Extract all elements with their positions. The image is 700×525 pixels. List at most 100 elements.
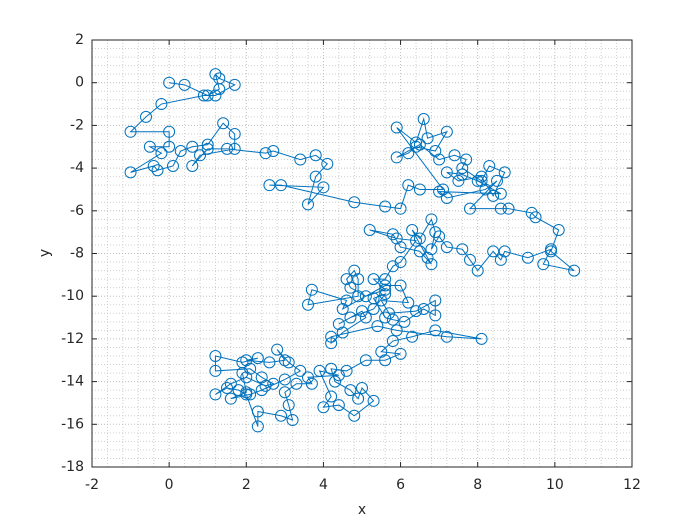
y-tick-label: 2 — [75, 32, 84, 48]
marker — [429, 145, 442, 158]
marker — [410, 305, 422, 318]
marker — [425, 243, 438, 256]
marker — [456, 162, 469, 175]
marker — [386, 228, 399, 241]
marker — [440, 241, 453, 254]
marker — [491, 174, 503, 187]
x-tick-label: 12 — [623, 477, 641, 493]
y-tick-label: -16 — [61, 416, 84, 432]
marker — [429, 294, 442, 307]
marker — [155, 147, 168, 160]
marker — [348, 409, 361, 422]
marker — [209, 349, 222, 362]
marker — [475, 174, 488, 187]
marker — [302, 198, 314, 211]
marker — [359, 290, 372, 303]
marker — [240, 354, 253, 367]
marker — [494, 187, 507, 200]
marker — [402, 179, 415, 192]
marker — [460, 153, 473, 166]
marker — [186, 159, 199, 172]
marker — [375, 345, 388, 358]
marker — [329, 375, 341, 388]
marker — [440, 191, 453, 204]
marker — [236, 367, 249, 380]
x-tick-label: 8 — [473, 477, 482, 493]
marker — [267, 377, 280, 390]
marker — [278, 373, 291, 386]
marker — [240, 371, 253, 384]
marker — [568, 264, 581, 277]
marker — [263, 179, 276, 192]
marker — [340, 294, 353, 307]
marker — [282, 356, 295, 369]
marker — [251, 420, 264, 433]
marker — [471, 174, 484, 187]
marker — [425, 258, 438, 271]
marker — [498, 166, 511, 179]
marker — [456, 168, 469, 181]
marker — [359, 311, 372, 324]
marker — [348, 196, 361, 209]
marker — [197, 89, 210, 102]
marker — [487, 189, 500, 202]
marker — [433, 230, 446, 243]
marker — [440, 330, 453, 343]
series-line — [129, 73, 575, 427]
marker — [194, 149, 206, 162]
marker — [325, 390, 338, 403]
marker — [271, 343, 284, 356]
marker — [371, 320, 384, 333]
marker — [317, 401, 330, 414]
x-tick-label: 2 — [242, 477, 251, 493]
marker — [379, 288, 392, 301]
marker — [259, 379, 272, 392]
marker — [124, 125, 137, 138]
marker — [406, 330, 419, 343]
marker — [352, 290, 365, 303]
marker — [413, 245, 426, 258]
marker — [163, 76, 176, 89]
marker — [221, 142, 233, 155]
marker — [147, 159, 160, 172]
y-tick-label: -8 — [70, 246, 84, 262]
marker — [344, 384, 357, 397]
marker — [305, 377, 318, 390]
marker — [140, 110, 152, 123]
marker — [217, 117, 230, 130]
marker — [379, 354, 392, 367]
marker — [251, 352, 264, 365]
marker — [464, 202, 476, 215]
marker — [317, 181, 330, 194]
marker — [359, 354, 372, 367]
marker — [475, 170, 488, 183]
marker — [525, 206, 538, 219]
marker — [475, 332, 488, 345]
marker — [302, 298, 314, 311]
y-tick-label: -10 — [61, 288, 84, 304]
marker — [379, 200, 392, 213]
marker — [429, 309, 442, 322]
marker — [537, 258, 550, 271]
marker — [232, 384, 245, 397]
marker — [386, 313, 399, 326]
marker — [201, 138, 214, 151]
marker — [255, 384, 268, 397]
marker — [186, 140, 199, 153]
marker — [429, 324, 442, 337]
marker — [344, 281, 357, 294]
marker — [398, 315, 411, 328]
marker — [263, 356, 276, 369]
y-tick-label: -6 — [70, 203, 84, 219]
marker — [487, 245, 500, 258]
marker — [521, 251, 534, 264]
x-tick-label: -2 — [85, 477, 99, 493]
marker — [228, 78, 241, 91]
x-tick-label: 0 — [165, 477, 174, 493]
marker — [452, 174, 465, 187]
marker — [440, 166, 453, 179]
marker — [433, 153, 446, 166]
marker — [321, 157, 334, 170]
marker — [379, 311, 392, 324]
x-tick-label: 10 — [546, 477, 564, 493]
